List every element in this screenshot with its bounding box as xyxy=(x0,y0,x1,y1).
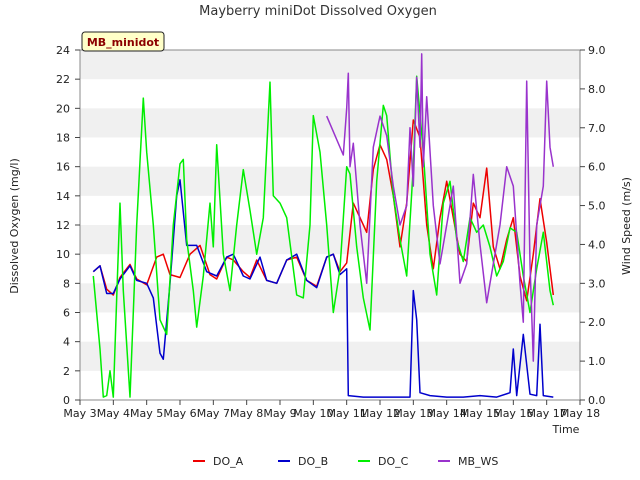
y-tick-label: 18 xyxy=(56,132,70,145)
legend-label-do-c: DO_C xyxy=(378,455,409,468)
station-badge-box xyxy=(81,31,165,52)
x-tick-label: May 3 xyxy=(63,407,96,420)
x-tick-label: May 9 xyxy=(263,407,296,420)
y-tick-label: 6 xyxy=(63,307,70,320)
y-tick-label: 2 xyxy=(63,365,70,378)
y-tick-label: 24 xyxy=(56,44,70,57)
y2-tick-label: 7.0 xyxy=(588,122,606,135)
y2-axis-ticks: 0.0 1.0 2.0 3.0 4.0 5.0 6.0 7.0 8.0 9.0 xyxy=(580,44,606,407)
chart-title: Mayberry miniDot Dissolved Oxygen xyxy=(199,4,437,19)
y2-tick-label: 6.0 xyxy=(588,161,606,174)
x-tick-label: May 12 xyxy=(360,407,400,420)
y2-tick-label: 3.0 xyxy=(588,277,606,290)
legend-label-do-b: DO_B xyxy=(298,455,328,468)
y-tick-label: 20 xyxy=(56,102,70,115)
x-tick-label: May 17 xyxy=(527,407,567,420)
x-tick-label: May 10 xyxy=(293,407,333,420)
y-axis-label: Dissolved Oxygen (mg/l) xyxy=(8,158,21,293)
y2-tick-label: 4.0 xyxy=(588,238,606,251)
y2-tick-label: 1.0 xyxy=(588,355,606,368)
x-axis-label: Time xyxy=(552,423,580,436)
x-tick-label: May 8 xyxy=(230,407,263,420)
y2-tick-label: 2.0 xyxy=(588,316,606,329)
legend: DO_A DO_B DO_C MB_WS xyxy=(193,455,498,468)
series-line-mb-ws xyxy=(326,53,555,362)
y2-tick-label: 9.0 xyxy=(588,44,606,57)
x-tick-label: May 11 xyxy=(327,407,367,420)
legend-label-do-a: DO_A xyxy=(213,455,244,468)
series-line-do-b xyxy=(92,179,554,398)
grid-bands xyxy=(80,50,580,371)
grid-band xyxy=(80,166,580,196)
grid-band xyxy=(80,341,580,371)
y2-tick-label: 5.0 xyxy=(588,200,606,213)
station-badge: MB_minidot xyxy=(81,31,165,52)
y2-axis-label: Wind Speed (m/s) xyxy=(620,177,633,275)
x-tick-label: May 6 xyxy=(163,407,196,420)
y-tick-label: 4 xyxy=(63,336,70,349)
x-tick-label: May 5 xyxy=(130,407,163,420)
y-tick-label: 22 xyxy=(56,73,70,86)
x-tick-label: May 14 xyxy=(427,407,467,420)
x-tick-label: May 7 xyxy=(197,407,230,420)
grid-band xyxy=(80,225,580,255)
y2-tick-label: 0.0 xyxy=(588,394,606,407)
y-tick-label: 0 xyxy=(63,394,70,407)
grid-band xyxy=(80,283,580,313)
y2-tick-label: 8.0 xyxy=(588,83,606,96)
y-tick-label: 12 xyxy=(56,219,70,232)
x-tick-label: May 18 xyxy=(560,407,600,420)
x-tick-label: May 15 xyxy=(460,407,500,420)
series-line-do-a xyxy=(92,119,555,302)
y-tick-label: 14 xyxy=(56,190,70,203)
x-tick-label: May 16 xyxy=(493,407,533,420)
station-badge-text: MB_minidot xyxy=(87,36,159,49)
x-tick-label: May 13 xyxy=(393,407,433,420)
x-tick-label: May 4 xyxy=(97,407,130,420)
series-lines xyxy=(92,53,555,398)
y-tick-label: 16 xyxy=(56,161,70,174)
y-tick-label: 10 xyxy=(56,248,70,261)
legend-label-mb-ws: MB_WS xyxy=(458,455,498,468)
y-tick-label: 8 xyxy=(63,277,70,290)
grid-band xyxy=(80,50,580,80)
